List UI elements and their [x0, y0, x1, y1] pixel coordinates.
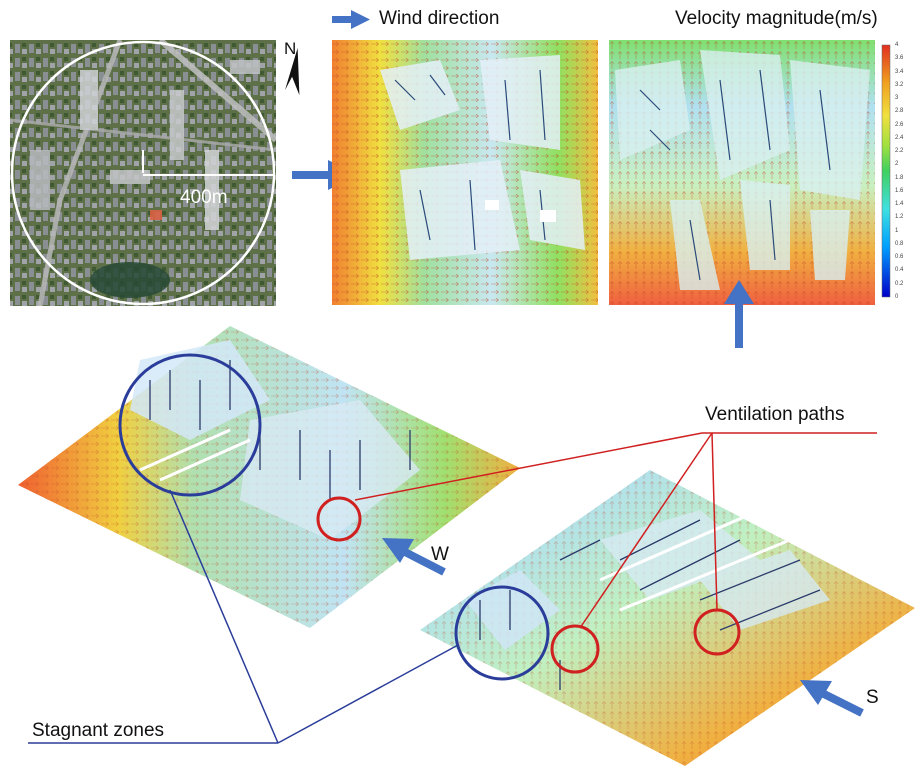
scale-bar — [142, 150, 273, 176]
stagnant-callouts — [28, 353, 550, 744]
colorbar-tick-label: 3.6 — [895, 55, 904, 62]
colorbar-tick-label: 3 — [895, 95, 899, 102]
south-flow-field — [609, 40, 875, 305]
colorbar-tick-label: 1.4 — [895, 201, 904, 208]
ventilation-circle-west — [316, 496, 362, 542]
colorbar-tick-label: 2.4 — [895, 134, 904, 141]
west-label: W — [431, 544, 449, 565]
colorbar-tick-label: 2.8 — [895, 108, 904, 115]
colorbar-tick-label: 0.2 — [895, 280, 904, 287]
wind-arrow-w — [382, 538, 446, 576]
colorbar — [881, 44, 891, 298]
colorbar-tick-label: 1 — [895, 227, 899, 234]
colorbar-tick-label: 1.6 — [895, 187, 904, 194]
iso-south-field — [420, 470, 915, 766]
wind-arrow-s — [800, 680, 864, 717]
colorbar-tick-label: 3.4 — [895, 68, 904, 75]
colorbar-tick-label: 0.4 — [895, 267, 904, 274]
colorbar-tick-label: 3.2 — [895, 81, 904, 88]
satellite-map — [10, 40, 301, 306]
colorbar-tick-label: 2.2 — [895, 148, 904, 155]
ventilation-callouts — [316, 432, 877, 674]
stagnant-zones-label: Stagnant zones — [32, 720, 165, 741]
west-flow-field — [332, 40, 598, 305]
south-label: S — [866, 687, 879, 708]
colorbar-tick-label: 1.2 — [895, 214, 904, 221]
colorbar-tick-label: 0.6 — [895, 254, 904, 261]
iso-west-field — [18, 326, 520, 628]
ventilation-circle-south-1 — [550, 624, 600, 674]
colorbar-tick-label: 4 — [895, 42, 899, 48]
ventilation-paths-label: Ventilation paths — [705, 404, 845, 425]
ventilation-circle-south-2 — [693, 608, 741, 656]
stagnant-circle-west — [118, 353, 262, 497]
colorbar-tick-label: 2.6 — [895, 121, 904, 128]
radius-circle — [10, 40, 276, 306]
north-arrow-icon — [282, 44, 301, 99]
colorbar-tick-label: 0.8 — [895, 240, 904, 247]
wind-arrow-north — [724, 280, 754, 348]
colorbar-tick-label: 0 — [895, 294, 899, 300]
velocity-title: Velocity magnitude(m/s) — [675, 8, 878, 29]
scale-label: 400m — [180, 187, 228, 208]
north-label: N — [284, 39, 297, 58]
colorbar-tick-label: 2 — [895, 161, 899, 168]
stagnant-circle-south — [454, 585, 550, 681]
colorbar-tick-label: 1.8 — [895, 174, 904, 181]
wind-direction-icon — [332, 10, 370, 29]
wind-direction-label: Wind direction — [379, 8, 500, 29]
